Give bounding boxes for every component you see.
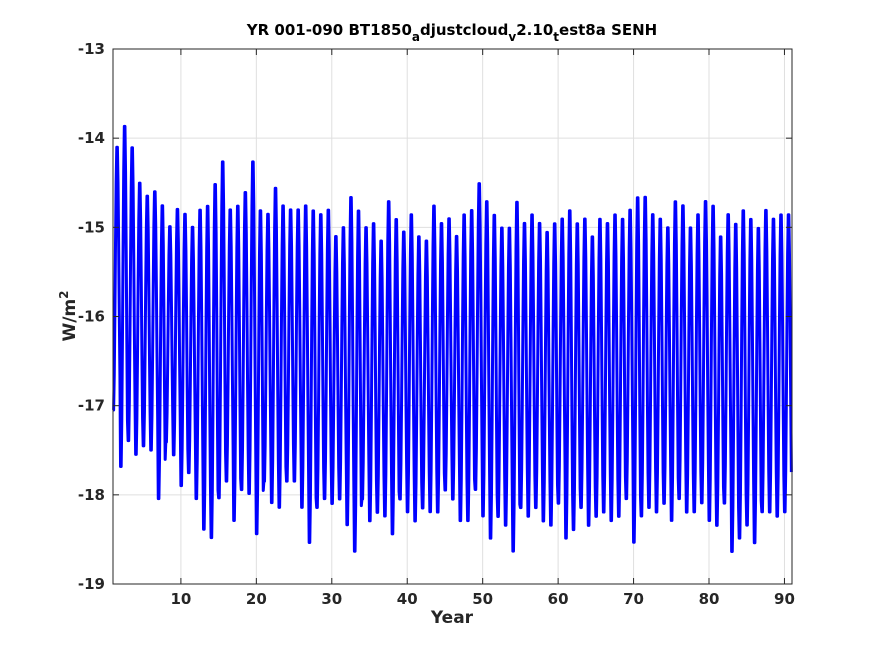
y-axis-label-superscript: 2 (57, 290, 71, 298)
tick-labels: 10 20 30 40 50 60 70 80 90 -19 -18 -17 -16 -15 -14 -13 (78, 40, 795, 608)
chart-title: YR 001-090 BT1850adjustcloudv2.10test8a … (246, 21, 657, 44)
x-axis-label: Year (430, 608, 474, 628)
x-tick-label: 90 (774, 590, 795, 608)
data-series (112, 124, 793, 553)
x-tick-label: 70 (623, 590, 644, 608)
x-tick-label: 10 (170, 590, 191, 608)
series-line (112, 124, 793, 553)
title-subscript-1: a (412, 30, 420, 44)
x-tick-label: 50 (472, 590, 493, 608)
tick-marks (113, 48, 792, 585)
title-subscript-2: v (508, 30, 516, 44)
y-tick-label: -17 (78, 397, 105, 415)
x-tick-label: 40 (397, 590, 418, 608)
x-tick-label: 30 (321, 590, 342, 608)
y-tick-label: -16 (78, 308, 105, 326)
x-tick-label: 20 (246, 590, 267, 608)
y-axis-label-base: W/m (60, 299, 80, 342)
title-part-4: est8a SENH (559, 21, 657, 39)
title-part-3: 2.10 (516, 21, 553, 39)
y-tick-label: -19 (78, 575, 105, 593)
x-tick-label: 80 (699, 590, 720, 608)
y-axis-label: W/m2 (57, 290, 80, 341)
title-part-1: YR 001-090 BT1850 (246, 21, 412, 39)
x-tick-label: 60 (548, 590, 569, 608)
y-tick-label: -18 (78, 486, 105, 504)
title-part-2: djustcloud (420, 21, 508, 39)
title-subscript-3: t (553, 30, 559, 44)
y-tick-label: -13 (78, 40, 105, 58)
y-tick-label: -14 (78, 129, 105, 147)
y-tick-label: -15 (78, 218, 105, 236)
